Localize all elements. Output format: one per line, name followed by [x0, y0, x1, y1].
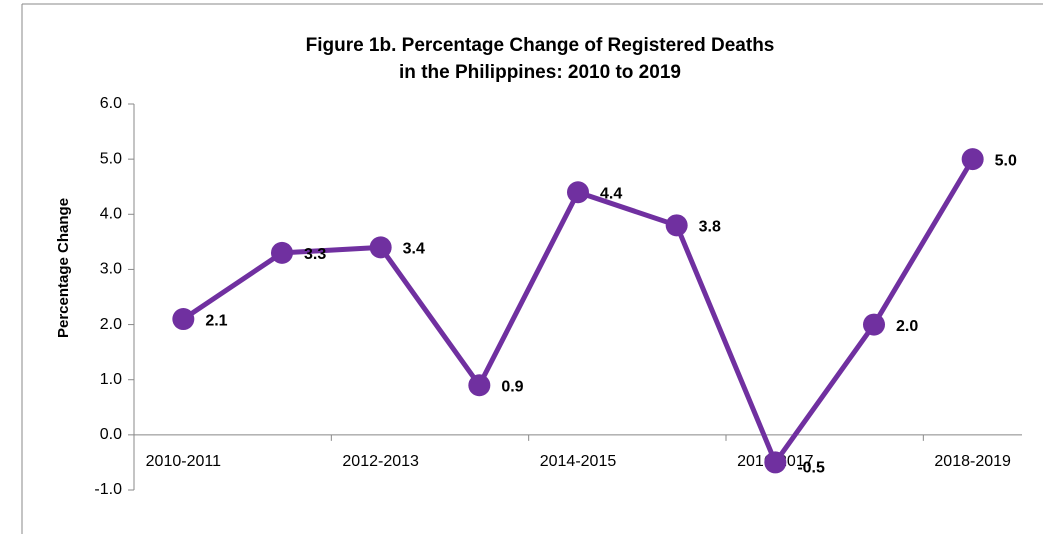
- marker: [369, 236, 392, 259]
- x-tick-label: 2010-2011: [146, 453, 221, 470]
- chart-title: Figure 1b. Percentage Change of Register…: [306, 35, 775, 56]
- data-label: 3.3: [304, 246, 326, 263]
- data-label: 5.0: [995, 152, 1017, 169]
- x-tick-label: 2014-2015: [540, 453, 617, 470]
- y-tick-label: -1.0: [94, 481, 122, 498]
- y-tick-label: 2.0: [100, 316, 122, 333]
- y-tick-label: 3.0: [100, 261, 122, 278]
- marker: [567, 181, 589, 204]
- marker: [665, 214, 688, 237]
- y-tick-label: 5.0: [100, 150, 122, 167]
- data-label: 3.8: [699, 219, 721, 236]
- data-label: 2.1: [205, 312, 227, 329]
- x-tick-label: 2018-2019: [934, 453, 1011, 470]
- data-label: -0.5: [797, 460, 825, 477]
- y-tick-label: 0.0: [100, 426, 122, 443]
- y-tick-label: 4.0: [100, 206, 122, 223]
- y-axis-label: Percentage Change: [55, 198, 72, 338]
- marker: [764, 451, 787, 474]
- marker: [961, 148, 984, 171]
- series-line: [181, 157, 975, 465]
- data-label: 2.0: [896, 318, 918, 335]
- marker: [271, 241, 293, 264]
- data-label: 0.9: [501, 378, 523, 395]
- data-label: 4.4: [600, 185, 622, 202]
- y-tick-label: 6.0: [100, 95, 122, 112]
- marker: [172, 308, 195, 331]
- x-tick-label: 2012-2013: [342, 453, 419, 470]
- data-label: 3.4: [403, 241, 425, 258]
- chart-subtitle: in the Philippines: 2010 to 2019: [399, 62, 681, 83]
- marker: [863, 313, 885, 336]
- y-tick-label: 1.0: [100, 371, 122, 388]
- marker: [468, 374, 491, 397]
